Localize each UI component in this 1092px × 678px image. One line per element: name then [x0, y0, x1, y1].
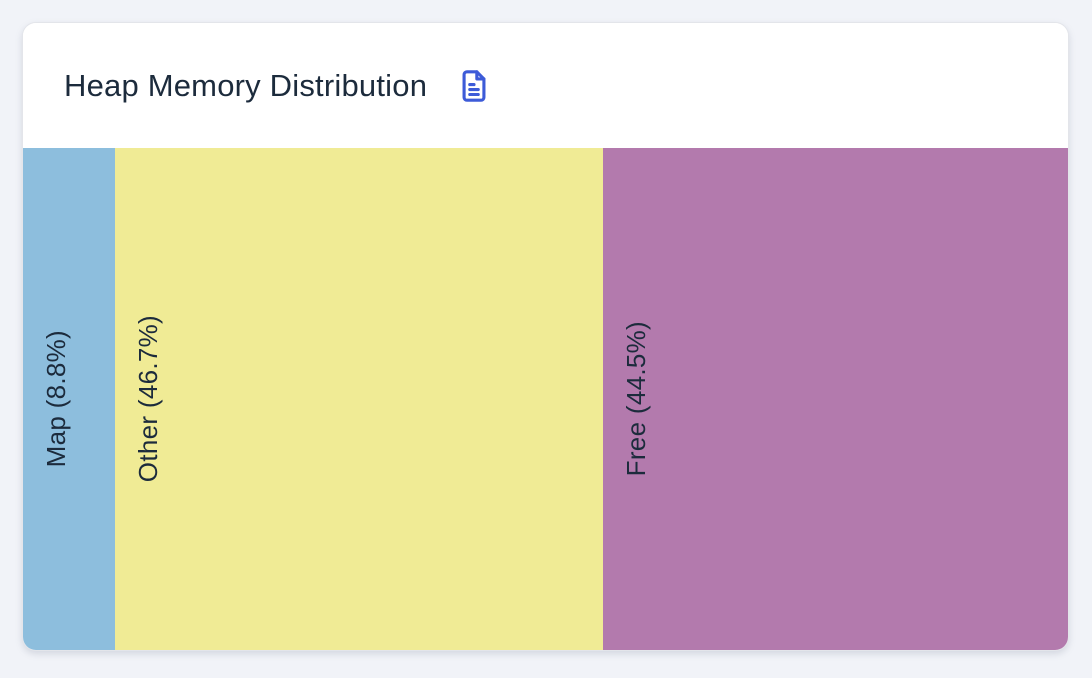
chart-segment-map[interactable]: Map (8.8%): [23, 148, 115, 650]
segment-label-map: Map (8.8%): [41, 330, 71, 468]
document-icon-button[interactable]: [455, 65, 493, 107]
heap-memory-card: Heap Memory Distribution Map (8.8%) Othe…: [22, 22, 1069, 651]
segment-label-free: Free (44.5%): [620, 321, 651, 477]
treemap-chart: Map (8.8%) Other (46.7%) Free (44.5%): [23, 148, 1068, 650]
document-icon: [457, 66, 491, 106]
chart-segment-free[interactable]: Free (44.5%): [602, 148, 1068, 650]
chart-segment-other[interactable]: Other (46.7%): [114, 148, 603, 650]
page-title: Heap Memory Distribution: [64, 67, 428, 103]
segment-label-other: Other (46.7%): [132, 315, 163, 483]
card-header: Heap Memory Distribution: [23, 23, 1068, 148]
